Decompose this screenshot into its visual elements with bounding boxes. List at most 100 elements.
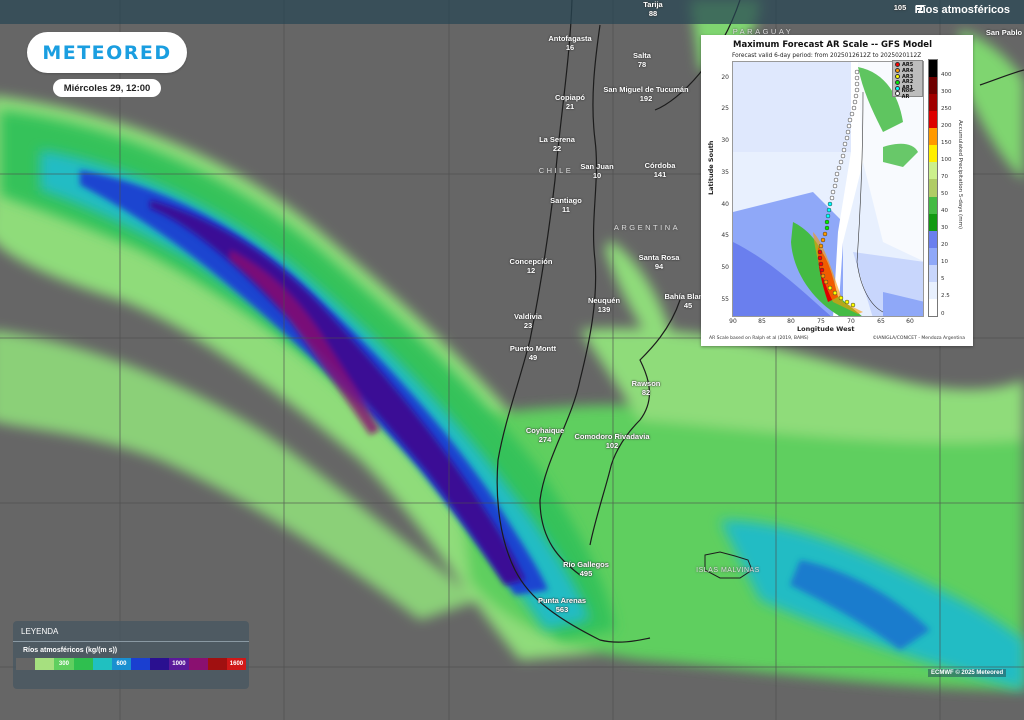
precipitation-colorbar [928,59,938,317]
top-bar: Ríos atmosféricos [0,0,1024,24]
city-marker[interactable]: San Juan 10 [580,162,613,180]
inset-y-tick: 45 [721,232,729,239]
city-value: 82 [641,388,651,397]
city-marker[interactable]: Río Gallegos 495 [563,560,609,578]
city-marker[interactable]: Copiapó 21 [555,93,585,111]
inset-subtitle: Forecast valid 6-day period: from 202501… [732,53,922,59]
ar-legend-item: AR1 [895,85,920,91]
ar-legend-item: AR4 [895,68,920,74]
ar-forecast-inset: Maximum Forecast AR Scale -- GFS Model F… [701,35,973,346]
non-ar-dot-icon [895,91,900,97]
city-marker[interactable]: Santa Rosa 94 [639,253,680,271]
city-name: Puerto Montt [509,344,557,353]
colorbar-tick: 70 [941,174,948,180]
inset-y-tick: 25 [721,105,729,112]
city-name: Santa Rosa [638,253,680,262]
city-marker[interactable]: Puerto Montt 49 [510,344,556,362]
city-marker[interactable]: Coyhaique 274 [526,426,564,444]
inset-x-tick: 65 [877,318,885,325]
ar1-dot-icon [895,85,900,91]
city-value: 88 [648,9,658,18]
city-value: 23 [523,321,533,330]
colorbar-tick: 50 [941,191,948,197]
city-marker[interactable]: 105 [894,3,907,12]
city-name: Coyhaique [525,426,565,435]
colorbar-label: Accumulated Precipitation 5-days (mm) [957,120,963,230]
city-marker[interactable]: Comodoro Rivadavia 102 [574,432,649,450]
island-label: ISLAS MALVINAS [696,567,760,574]
city-value: 102 [605,441,619,450]
city-value: 563 [555,605,569,614]
ar-legend-label: AR3 [902,73,914,80]
city-value: 45 [683,301,693,310]
colorbar-tick: 200 [941,123,952,129]
city-marker[interactable]: La Serena 22 [539,135,575,153]
data-credit: ECMWF © 2025 Meteored [928,669,1007,677]
colorbar-tick: 0 [941,311,945,317]
city-name: Antofagasta [548,34,592,43]
city-marker[interactable]: Punta Arenas 563 [538,596,586,614]
inset-y-tick: 50 [721,264,729,271]
inset-x-axis-label: Longitude West [797,325,855,333]
inset-credit-note: ©IANIGLA/CONICET - Mendoza Argentina [872,336,965,341]
city-marker[interactable]: San Miguel de Tucumán 192 [603,85,688,103]
legend-bin [35,658,55,670]
city-name: Rawson [631,379,661,388]
legend-bin [16,658,36,670]
inset-title: Maximum Forecast AR Scale -- GFS Model [733,40,932,50]
legend-bin: 1600 [226,658,247,670]
city-marker[interactable]: Concepción 12 [510,257,553,275]
legend-bin [207,658,227,670]
city-name: Salta [633,51,651,60]
meteored-logo[interactable]: METEORED [27,32,187,73]
colorbar-tick: 20 [941,242,948,248]
ar2-dot-icon [895,79,900,85]
city-name: Punta Arenas [537,596,587,605]
inset-x-tick: 80 [787,318,795,325]
colorbar-tick: 2.5 [941,293,950,299]
city-value: 12 [526,266,536,275]
inset-source-note: AR Scale based on Ralph et al (2019, BAM… [709,336,809,341]
ar-legend-label: Non-AR [901,87,915,100]
colorbar-tick: 150 [941,140,952,146]
inset-x-tick: 85 [758,318,766,325]
colorbar-tick: 100 [941,157,952,163]
legend-color-scale: 300 600 1000 1600 [16,658,247,670]
city-value: 141 [653,170,667,179]
city-name: Copiapó [555,93,585,102]
ar-legend-item: AR3 [895,74,920,80]
city-marker[interactable]: Santiago 11 [550,196,582,214]
city-value: 11 [562,205,570,214]
city-marker[interactable]: Tarija 88 [643,0,662,18]
city-marker[interactable]: Salta 78 [633,51,651,69]
city-value: 78 [637,60,647,69]
city-marker[interactable]: Valdivia 23 [514,312,542,330]
city-marker[interactable]: Córdoba 141 [645,161,676,179]
city-marker[interactable]: Rawson 82 [632,379,661,397]
city-name: San Miguel de Tucumán [603,85,689,94]
city-marker[interactable]: Antofagasta 16 [548,34,591,52]
ar-legend-label: AR2 [902,79,914,86]
city-marker[interactable]: Neuquén 139 [588,296,620,314]
city-name: La Serena [539,135,575,144]
city-marker[interactable]: San Pablo [986,28,1022,37]
legend-bin [131,658,151,670]
city-value: 274 [538,435,552,444]
city-name: Río Gallegos [563,560,609,569]
city-marker[interactable]: Bahía Blanca 45 [664,292,711,310]
ar-legend-item: Non-AR [895,87,920,100]
city-value: 10 [592,171,602,180]
inset-y-tick: 30 [721,137,729,144]
city-value: 105 [893,3,907,12]
colorbar-tick: 5 [941,276,945,282]
date-time-badge[interactable]: Miércoles 29, 12:00 [53,79,161,97]
layer-selector-button[interactable]: Ríos atmosféricos [915,4,1010,16]
layer-selector-label: Ríos atmosféricos [914,4,1010,16]
inset-x-tick: 60 [906,318,914,325]
inset-x-tick: 70 [847,318,855,325]
inset-map [732,61,924,317]
country-label: CHILE [538,166,574,175]
ar4-dot-icon [895,68,900,74]
